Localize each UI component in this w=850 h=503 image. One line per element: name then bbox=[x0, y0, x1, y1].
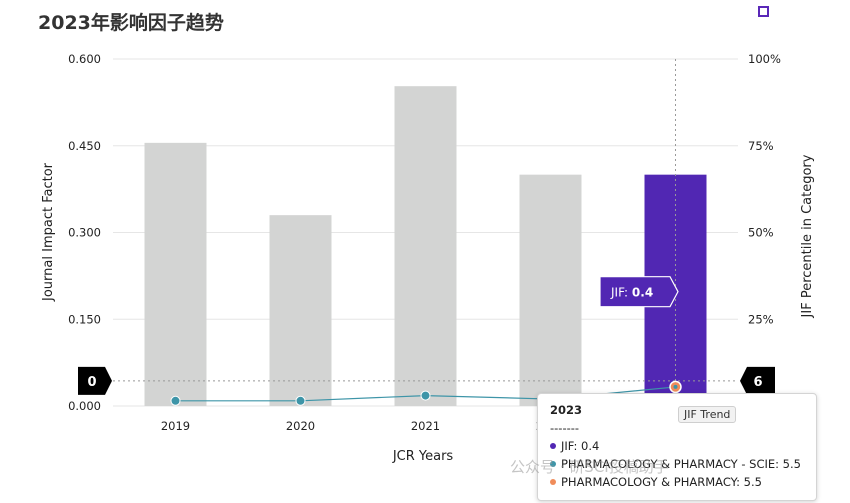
jif-trend-label: JIF Trend bbox=[678, 406, 737, 423]
x-tick-label: 2019 bbox=[161, 419, 190, 433]
chart-title: 2023年影响因子趋势 bbox=[38, 12, 224, 34]
crosshair-left-flag bbox=[78, 366, 112, 395]
y-tick-label: 0.600 bbox=[68, 52, 101, 66]
pharmacy-dot-icon bbox=[550, 479, 556, 485]
y-tick-label: 0.150 bbox=[68, 312, 101, 326]
bar bbox=[394, 86, 457, 406]
crosshair-right-flag bbox=[740, 366, 775, 395]
bar bbox=[519, 174, 582, 406]
trend-point bbox=[170, 395, 181, 406]
y2-tick-label: 50% bbox=[748, 226, 774, 240]
y-tick-label: 0.000 bbox=[68, 399, 101, 413]
tooltip-separator: ------- bbox=[550, 421, 580, 435]
trend-point bbox=[673, 384, 678, 389]
tooltip-row-pharmacy: PHARMACOLOGY & PHARMACY: 5.5 bbox=[550, 475, 762, 489]
expand-icon[interactable] bbox=[758, 6, 769, 17]
tooltip-row-scie: PHARMACOLOGY & PHARMACY - SCIE: 5.5 bbox=[550, 457, 801, 471]
tooltip-card: 2023 ------- JIF: 0.4 PHARMACOLOGY & PHA… bbox=[537, 393, 817, 501]
trend-point bbox=[420, 390, 431, 401]
y-tick-label: 0.450 bbox=[68, 139, 101, 153]
y2-tick-label: 75% bbox=[748, 139, 774, 153]
tooltip-year: 2023 bbox=[550, 403, 583, 417]
y-axis-title: Journal Impact Factor bbox=[41, 162, 56, 302]
y2-tick-label: 25% bbox=[748, 312, 774, 326]
bar bbox=[269, 215, 332, 406]
crosshair-left-value: 0 bbox=[87, 375, 96, 390]
trend-point bbox=[295, 395, 306, 406]
bar bbox=[144, 142, 207, 406]
bar-tooltip-text: JIF: 0.4 bbox=[610, 286, 653, 300]
bar-tooltip bbox=[599, 276, 679, 308]
scie-dot-icon bbox=[550, 461, 556, 467]
x-axis-title: JCR Years bbox=[392, 449, 454, 464]
crosshair-right-value: 6 bbox=[753, 375, 762, 390]
y-tick-label: 0.300 bbox=[68, 226, 101, 240]
y2-axis-title: JIF Percentile in Category bbox=[800, 154, 815, 318]
x-tick-label: 2020 bbox=[286, 419, 315, 433]
y2-tick-label: 100% bbox=[748, 52, 781, 66]
jif-dot-icon bbox=[550, 443, 556, 449]
x-tick-label: 2021 bbox=[411, 419, 440, 433]
watermark: 公众号 · 研SCI投稿助手 bbox=[510, 458, 669, 476]
tooltip-row-jif: JIF: 0.4 bbox=[550, 439, 599, 453]
